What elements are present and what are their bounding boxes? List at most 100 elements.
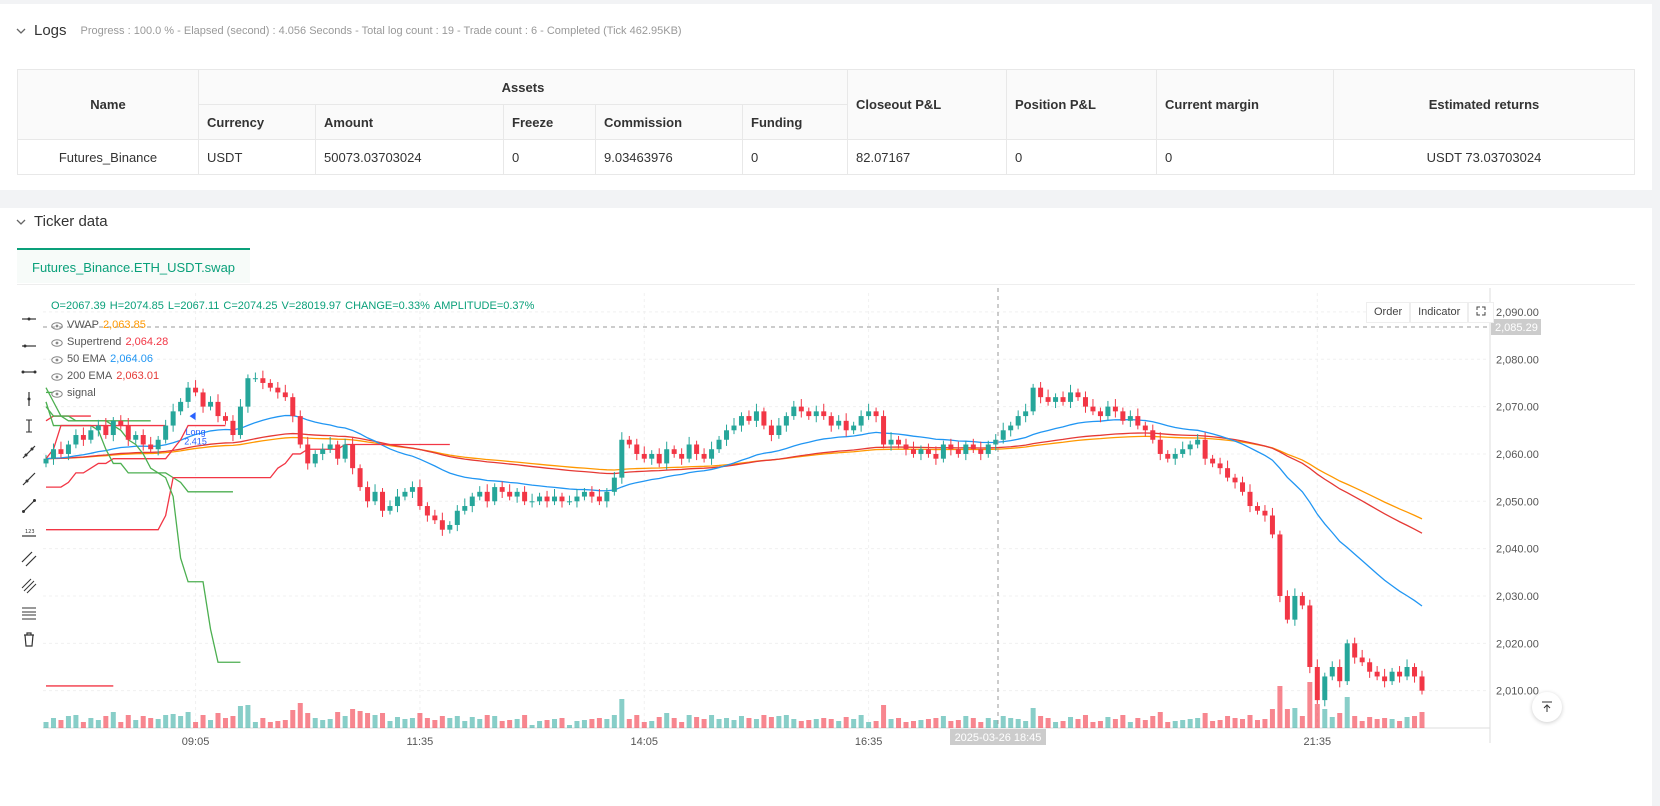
candle-body — [208, 401, 214, 407]
candle-body — [626, 439, 632, 445]
col-group-assets: Assets — [198, 69, 848, 105]
candle-body — [649, 453, 655, 459]
candle-body — [118, 420, 124, 426]
y-tick-label: 2,030.00 — [1496, 591, 1539, 603]
candle-body — [148, 444, 154, 450]
candle-body — [335, 444, 341, 459]
horizontal-ray-icon[interactable] — [18, 335, 40, 357]
pitchfork-icon[interactable] — [18, 575, 40, 597]
volume-bar — [963, 716, 969, 728]
candle-body — [925, 449, 931, 454]
volume-bar — [200, 715, 206, 728]
candle-body — [955, 449, 961, 454]
candle-body — [537, 496, 543, 502]
volume-bar — [709, 715, 715, 728]
candle-body — [1060, 397, 1066, 402]
volume-bar — [350, 709, 356, 728]
cell-returns: USDT 73.03703024 — [1333, 139, 1635, 175]
volume-bar — [484, 715, 490, 728]
chevron-down-icon[interactable] — [16, 217, 26, 227]
volume-bar — [1292, 708, 1298, 728]
volume-bar — [1232, 718, 1238, 728]
crosshair-time-box — [950, 729, 1046, 745]
candle-body — [873, 411, 879, 417]
eye-icon[interactable] — [51, 338, 63, 347]
volume-bar — [1374, 719, 1380, 728]
scroll-to-top-button[interactable] — [1532, 692, 1562, 722]
candle-body — [1165, 453, 1171, 459]
supertrend-line — [46, 424, 226, 488]
order-button[interactable]: Order — [1366, 302, 1411, 323]
trash-icon[interactable] — [18, 628, 40, 650]
eye-icon[interactable] — [51, 372, 63, 381]
candle-body — [1023, 411, 1029, 417]
candle-body — [866, 411, 872, 417]
tab-eth-usdt-swap[interactable]: Futures_Binance.ETH_USDT.swap — [17, 248, 251, 283]
legend-200-ema[interactable]: 200 EMA 2,063.01 — [51, 368, 168, 385]
candle-body — [1307, 605, 1313, 667]
volume-bar — [993, 720, 999, 728]
candle-body — [1038, 387, 1044, 398]
ticker-header[interactable]: Ticker data — [16, 213, 108, 230]
volume-bar — [686, 715, 692, 728]
candle-body — [596, 496, 602, 502]
volume-bar — [95, 720, 101, 728]
candle-body — [1247, 491, 1253, 507]
legend-signal[interactable]: signal — [51, 385, 168, 402]
volume-bar — [1060, 721, 1066, 728]
volume-bar — [619, 699, 625, 728]
candle-body — [604, 491, 610, 502]
horizontal-segment-icon[interactable] — [18, 361, 40, 383]
price-line-icon[interactable]: 123 — [18, 522, 40, 544]
eye-icon[interactable] — [51, 389, 63, 398]
volume-bar — [798, 721, 804, 728]
volume-bar — [1187, 719, 1193, 728]
candle-body — [402, 491, 408, 497]
logs-header[interactable]: Logs Progress : 100.0 % - Elapsed (secon… — [16, 22, 682, 39]
candle-body — [1142, 425, 1148, 431]
cell-funding: 0 — [742, 139, 848, 175]
y-tick-label: 2,090.00 — [1496, 307, 1539, 319]
volume-bar — [679, 722, 685, 728]
trend-line-icon[interactable] — [18, 441, 40, 463]
legend-50-ema[interactable]: 50 EMA 2,064.06 — [51, 351, 168, 368]
col-header-amount: Amount — [315, 104, 504, 140]
candle-body — [761, 411, 767, 426]
long-signal-marker — [189, 412, 196, 421]
volume-bar — [1344, 697, 1350, 728]
candle-body — [1082, 397, 1088, 407]
legend-vwap[interactable]: VWAP 2,063.85 — [51, 317, 168, 334]
legend-supertrend[interactable]: Supertrend 2,064.28 — [51, 334, 168, 351]
parallel-channel-icon[interactable] — [18, 548, 40, 570]
candle-body — [724, 430, 730, 440]
chevron-down-icon[interactable] — [16, 26, 26, 36]
price-chart[interactable]: 2,090.00 2,080.00 2,070.00 2,060.00 2,050.00… — [0, 208, 1652, 806]
fibonacci-icon[interactable] — [18, 602, 40, 624]
candle-body — [95, 425, 101, 431]
candle-body — [439, 520, 445, 530]
eye-icon[interactable] — [51, 355, 63, 364]
vertical-line-icon[interactable] — [18, 388, 40, 410]
col-header-returns: Estimated returns — [1333, 69, 1635, 140]
volume-bar — [1419, 712, 1425, 728]
vertical-segment-icon[interactable] — [18, 415, 40, 437]
candle-body — [230, 420, 236, 436]
indicator-button[interactable]: Indicator — [1410, 302, 1469, 323]
candle-body — [1225, 468, 1231, 478]
volume-bar — [80, 722, 86, 728]
candle-body — [394, 496, 400, 507]
candle-body — [267, 382, 273, 388]
extended-line-icon[interactable] — [18, 495, 40, 517]
eye-icon[interactable] — [51, 321, 63, 330]
candle-body — [58, 449, 64, 454]
col-header-freeze: Freeze — [503, 104, 596, 140]
fullscreen-icon[interactable] — [1468, 302, 1495, 323]
candle-body — [222, 416, 228, 421]
candle-body — [200, 392, 206, 407]
tab-divider — [17, 284, 1635, 285]
candle-body — [1314, 666, 1320, 701]
volume-bar — [365, 713, 371, 728]
horizontal-line-icon[interactable] — [18, 308, 40, 330]
candle-body — [372, 491, 378, 502]
ray-icon[interactable] — [18, 468, 40, 490]
